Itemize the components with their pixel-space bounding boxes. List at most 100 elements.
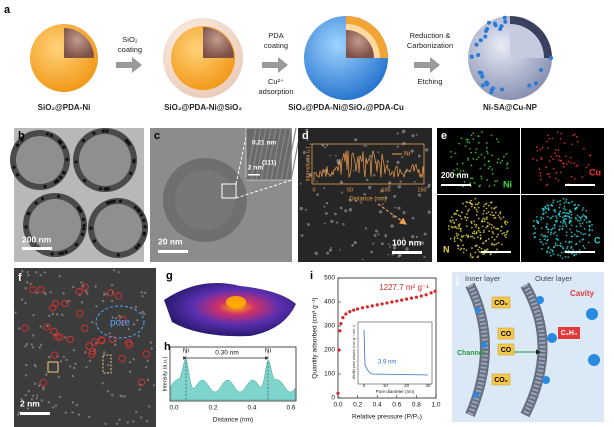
signal-dot: [546, 239, 548, 242]
bright-spot: [365, 178, 369, 182]
signal-dot: [476, 203, 479, 206]
signal-dot: [565, 215, 567, 218]
signal-dot: [563, 251, 566, 253]
signal-dot: [554, 244, 557, 247]
signal-dot: [467, 234, 470, 237]
signal-dot: [568, 217, 571, 219]
signal-dot: [571, 200, 574, 203]
signal-dot: [554, 231, 556, 234]
signal-dot: [542, 209, 545, 212]
signal-dot: [485, 226, 488, 229]
signal-dot: [465, 249, 468, 252]
signal-dot: [491, 230, 494, 233]
signal-dot: [562, 162, 565, 165]
lattice-spot: [103, 351, 106, 354]
signal-dot: [504, 236, 507, 239]
step-text: Etching: [417, 77, 442, 86]
signal-dot: [476, 236, 479, 239]
signal-dot: [576, 214, 579, 217]
single-atom: [119, 315, 127, 323]
data-point: [352, 308, 356, 312]
signal-dot: [582, 213, 585, 216]
signal-dot: [455, 212, 458, 215]
scale-bar-label: 200 nm: [22, 234, 52, 244]
signal-dot: [539, 178, 542, 181]
rect: [102, 354, 112, 374]
shape: [510, 24, 544, 58]
data-point: [390, 300, 394, 304]
particle: [60, 251, 64, 255]
signal-dot: [499, 229, 502, 232]
single-atom: [49, 304, 57, 312]
bright-spot: [309, 174, 312, 178]
rect: [441, 184, 471, 186]
lattice-spot: [72, 348, 76, 352]
signal-dot: [551, 204, 554, 207]
signal-dot: [575, 136, 578, 138]
signal-dot: [559, 215, 561, 218]
layer-label: Inner layer: [465, 274, 501, 283]
signal-dot: [546, 134, 549, 137]
particle: [118, 199, 123, 203]
bright-spot: [413, 180, 416, 183]
signal-dot: [471, 256, 474, 259]
bright-spot: [384, 234, 387, 238]
inset-ylabel: Intensity (a.u.): [305, 146, 311, 181]
signal-dot: [475, 148, 478, 151]
signal-dot: [474, 151, 477, 154]
lattice-spot: [146, 378, 150, 382]
signal-dot: [503, 221, 506, 224]
lattice-spot: [138, 388, 141, 391]
fringe: [275, 127, 287, 181]
signal-dot: [578, 216, 581, 218]
inset-ylabel: dV/dD pore volume (cm³ g⁻¹ nm⁻¹): [352, 325, 356, 379]
signal-dot: [485, 239, 488, 242]
particle: [101, 129, 105, 133]
bright-spot: [380, 189, 384, 193]
signal-dot: [543, 238, 546, 241]
signal-dot: [486, 152, 489, 155]
lattice-spot: [32, 314, 35, 317]
bright-spot: [325, 201, 329, 205]
signal-dot: [462, 251, 465, 254]
signal-dot: [565, 163, 568, 165]
molecule-label: CO: [501, 347, 512, 354]
lattice-spot: [114, 343, 117, 346]
atom-circles: [14, 269, 156, 425]
bright-spot: [397, 185, 401, 189]
signal-dot: [576, 164, 579, 167]
particle: [34, 201, 38, 205]
signal-dot: [583, 215, 586, 217]
signal-dot: [546, 183, 549, 186]
signal-dot: [547, 247, 550, 250]
signal-dot: [533, 236, 536, 239]
signal-dot: [503, 231, 506, 234]
single-atom: [85, 342, 93, 350]
inset-scale-bar-label: 2 nm: [248, 165, 263, 172]
signal-dot: [500, 218, 502, 220]
x-tick-label: 0.0: [169, 405, 178, 412]
signal-dot: [570, 220, 572, 222]
signal-dot: [544, 211, 547, 214]
signal-dot: [555, 238, 558, 240]
signal-dot: [547, 207, 550, 209]
rect: [497, 343, 515, 356]
signal-dot: [475, 231, 478, 233]
signal-dot: [479, 234, 482, 237]
bright-spot: [424, 148, 429, 152]
signal-dot: [479, 167, 482, 170]
signal-dot: [550, 155, 553, 158]
signal-dot: [485, 212, 488, 215]
lattice-spot: [95, 341, 98, 345]
sphere-1: [30, 24, 98, 92]
nanoparticle: [500, 87, 505, 92]
signal-dot: [473, 230, 476, 233]
bright-spot: [353, 241, 357, 245]
signal-dot: [550, 228, 553, 231]
bright-spot: [360, 201, 363, 204]
inset-xtick-label: 100: [381, 187, 390, 193]
particle: [129, 171, 133, 175]
y-tick-label: 400: [324, 299, 335, 306]
signal-dot: [471, 226, 473, 229]
bright-spot: [300, 234, 304, 237]
